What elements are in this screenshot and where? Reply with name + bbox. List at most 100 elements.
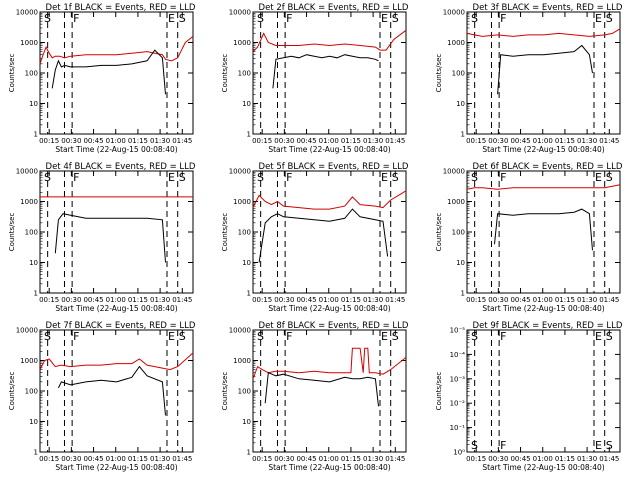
panel-det-1f: Det 1f BLACK = Events, RED = LLD 1 10 100 10… xyxy=(8,3,196,154)
y-tick-label: 1000 xyxy=(447,198,465,206)
panel-det-2f: Det 2f BLACK = Events, RED = LLD 1 10 100 10… xyxy=(221,3,409,154)
x-tick-label: 01:30 xyxy=(150,137,170,145)
y-tick-label: 1 xyxy=(461,131,465,139)
series-line-lld-red xyxy=(252,29,407,52)
x-axis-label: Start Time (22-Aug-15 00:08:40) xyxy=(268,145,390,154)
panel-title: Det 5f BLACK = Events, RED = LLD xyxy=(259,162,409,172)
y-axis-label: Counts/sec xyxy=(435,54,443,93)
y-tick-label: 10000 xyxy=(16,9,38,17)
plot-frame xyxy=(252,329,407,453)
panel-det-6f: Det 6f BLACK = Events, RED = LLD 1 10 100 10… xyxy=(435,162,623,313)
x-axis-label: Start Time (22-Aug-15 00:08:40) xyxy=(482,145,604,154)
event-marker-f: F xyxy=(73,171,79,184)
x-tick-label: 01:30 xyxy=(150,455,170,463)
x-axis-label: Start Time (22-Aug-15 00:08:40) xyxy=(482,463,604,472)
x-tick-label: 00:30 xyxy=(488,296,508,304)
x-axis-label: Start Time (22-Aug-15 00:08:40) xyxy=(268,304,390,313)
panel-det-3f: Det 3f BLACK = Events, RED = LLD 1 10 100 10… xyxy=(435,3,623,154)
x-tick-label: 00:45 xyxy=(510,455,530,463)
event-marker-f: F xyxy=(500,330,506,343)
event-marker-f: F xyxy=(286,171,292,184)
x-tick-label: 00:15 xyxy=(466,296,486,304)
panel-det-7f: Det 7f BLACK = Events, RED = LLD 1 10 100 10… xyxy=(8,321,196,472)
y-axis-label: Counts/sec xyxy=(8,54,16,93)
event-marker-s: S xyxy=(179,12,186,25)
plot-frame xyxy=(466,170,621,294)
series-line-events-black xyxy=(272,54,379,89)
y-tick-label: 10⁻² xyxy=(450,400,466,408)
x-tick-label: 00:45 xyxy=(83,137,103,145)
x-tick-label: 01:00 xyxy=(533,137,553,145)
panel-title: Det 1f BLACK = Events, RED = LLD xyxy=(46,3,196,13)
y-axis-label: Counts/sec xyxy=(435,372,443,411)
series-line-events-black xyxy=(497,44,593,95)
event-marker-s: S xyxy=(471,12,478,25)
series-line-lld-red xyxy=(466,28,621,37)
y-tick-label: 10 xyxy=(29,259,38,267)
x-tick-label: 01:30 xyxy=(577,137,597,145)
y-tick-label: 1000 xyxy=(20,198,38,206)
y-axis-label: Counts/sec xyxy=(221,213,229,252)
y-tick-label: 100 xyxy=(25,70,38,78)
panel-title: Det 9f BLACK = Events, RED = LLD xyxy=(473,321,623,331)
x-tick-label: 01:15 xyxy=(128,455,148,463)
y-tick-label: 10 xyxy=(29,100,38,108)
event-marker-e: E xyxy=(595,171,602,184)
y-tick-label: 100 xyxy=(25,229,38,237)
x-tick-label: 00:30 xyxy=(61,455,81,463)
y-tick-label: 10000 xyxy=(16,327,38,335)
x-tick-label: 00:30 xyxy=(61,137,81,145)
x-axis-label: Start Time (22-Aug-15 00:08:40) xyxy=(268,463,390,472)
y-tick-label: 1 xyxy=(461,290,465,298)
series-line-lld-red xyxy=(252,347,407,379)
y-tick-label: 10 xyxy=(456,259,465,267)
x-tick-label: 01:30 xyxy=(150,296,170,304)
panel-title: Det 7f BLACK = Events, RED = LLD xyxy=(46,321,196,331)
plot-frame xyxy=(252,170,407,294)
x-tick-label: 01:45 xyxy=(599,137,619,145)
y-tick-label: 10 xyxy=(29,418,38,426)
plot-frame xyxy=(252,11,407,135)
y-tick-label: 1000 xyxy=(233,198,251,206)
x-tick-label: 00:45 xyxy=(296,455,316,463)
event-marker-e: E xyxy=(381,12,388,25)
event-marker-s: S xyxy=(392,330,399,343)
y-tick-label: 100 xyxy=(238,388,251,396)
panel-det-8f: Det 8f BLACK = Events, RED = LLD 1 10 100 10… xyxy=(221,321,409,472)
event-marker-e: E xyxy=(595,12,602,25)
panel-det-9f: Det 9f BLACK = Events, RED = LLD 10⁰ 10⁻¹ 1… xyxy=(435,321,623,472)
x-tick-label: 00:30 xyxy=(488,455,508,463)
y-tick-label: 10000 xyxy=(443,9,465,17)
event-marker-e: E xyxy=(381,171,388,184)
x-tick-label: 01:45 xyxy=(385,455,405,463)
event-marker-s: S xyxy=(392,12,399,25)
event-marker-s: S xyxy=(179,330,186,343)
y-tick-label: 10000 xyxy=(229,168,251,176)
x-tick-label: 00:15 xyxy=(466,455,486,463)
panel-det-5f: Det 5f BLACK = Events, RED = LLD 1 10 100 10… xyxy=(221,162,409,313)
x-tick-label: 01:45 xyxy=(385,296,405,304)
series-line-events-black xyxy=(258,208,389,263)
event-marker-e: E xyxy=(168,171,175,184)
series-line-lld-red xyxy=(252,190,407,210)
x-axis-label: Start Time (22-Aug-15 00:08:40) xyxy=(55,304,177,313)
panel-title: Det 4f BLACK = Events, RED = LLD xyxy=(46,162,196,172)
x-axis-label: Start Time (22-Aug-15 00:08:40) xyxy=(482,304,604,313)
x-tick-label: 01:00 xyxy=(319,296,339,304)
series-line-events-black xyxy=(54,213,166,263)
x-tick-label: 01:00 xyxy=(106,296,126,304)
y-tick-label: 10 xyxy=(242,100,251,108)
y-axis-label: Counts/sec xyxy=(221,54,229,93)
y-tick-label: 1000 xyxy=(447,39,465,47)
y-tick-label: 10 xyxy=(456,100,465,108)
x-tick-label: 00:15 xyxy=(252,296,272,304)
y-axis-label: Counts/sec xyxy=(221,372,229,411)
y-tick-label: 10000 xyxy=(443,168,465,176)
plot-frame xyxy=(466,11,621,135)
plot-frame xyxy=(39,329,194,453)
x-tick-label: 01:00 xyxy=(533,455,553,463)
x-tick-label: 00:30 xyxy=(274,137,294,145)
x-tick-label: 01:30 xyxy=(363,296,383,304)
x-tick-label: 00:15 xyxy=(252,455,272,463)
x-tick-label: 01:45 xyxy=(172,296,192,304)
